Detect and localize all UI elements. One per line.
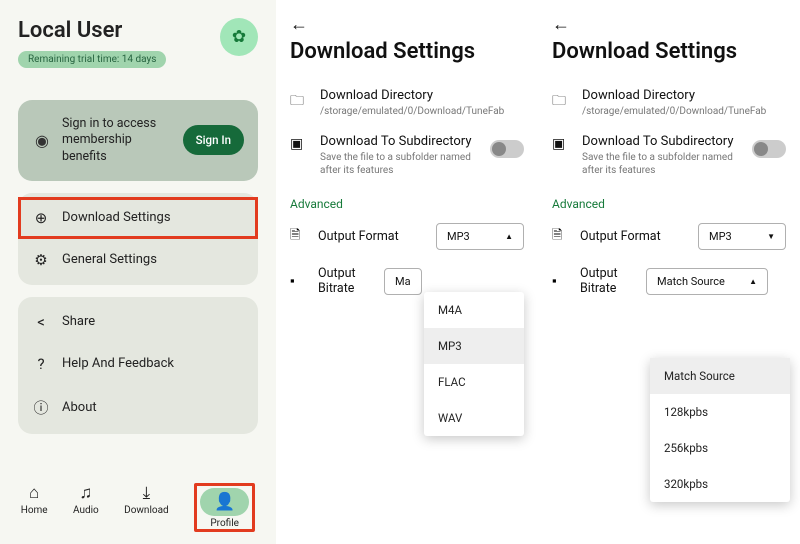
- format-label: Output Format: [580, 229, 688, 244]
- bitrate-value: Ma: [395, 275, 411, 288]
- subdirectory-row: ▣ Download To Subdirectory Save the file…: [276, 126, 538, 185]
- bitrate-dropdown[interactable]: Match Source ▲: [646, 268, 768, 295]
- download-settings-icon: ⊕: [32, 209, 50, 227]
- bitrate-row: ▪ Output Bitrate Match Source ▲: [538, 258, 800, 304]
- about-label: About: [62, 400, 97, 415]
- home-icon: ⌂: [29, 483, 39, 503]
- gear-icon: ⚙: [32, 251, 50, 269]
- audio-icon: ♫: [80, 483, 93, 503]
- directory-path: /storage/emulated/0/Download/TuneFab: [320, 105, 524, 118]
- format-row: 🗎 Output Format MP3 ▲: [276, 215, 538, 258]
- back-button[interactable]: ←: [538, 0, 800, 35]
- subdirectory-desc: Save the file to a subfolder named after…: [320, 151, 478, 177]
- format-row: 🗎 Output Format MP3 ▼: [538, 215, 800, 258]
- download-icon: ⤓: [143, 483, 151, 503]
- file-icon: 🗎: [552, 226, 570, 248]
- settings-card: ⊕ Download Settings ⚙ General Settings: [18, 193, 258, 285]
- subdirectory-toggle[interactable]: [752, 140, 786, 158]
- bitrate-option-128[interactable]: 128kpbs: [650, 394, 790, 430]
- subdirectory-label: Download To Subdirectory: [582, 134, 740, 149]
- format-option-mp3[interactable]: MP3: [424, 328, 524, 364]
- file-icon: 🗎: [290, 226, 308, 248]
- signin-card: ◉ Sign in to access membership benefits …: [18, 100, 258, 181]
- bitrate-option-320[interactable]: 320kpbs: [650, 466, 790, 502]
- about-row[interactable]: ⓘ About: [18, 385, 258, 430]
- bottom-nav: ⌂Home ♫Audio ⤓Download 👤Profile: [0, 477, 276, 538]
- format-value: MP3: [709, 230, 732, 243]
- username: Local User: [18, 18, 166, 43]
- signin-text: Sign in to access membership benefits: [62, 116, 173, 165]
- page-title: Download Settings: [276, 35, 538, 80]
- premium-icon[interactable]: ✿: [220, 18, 258, 56]
- chevron-up-icon: ▲: [749, 277, 757, 286]
- chevron-up-icon: ▲: [505, 232, 513, 241]
- format-option-flac[interactable]: FLAC: [424, 364, 524, 400]
- directory-row[interactable]: 🗀 Download Directory /storage/emulated/0…: [538, 80, 800, 126]
- chevron-down-icon: ▼: [767, 232, 775, 241]
- share-label: Share: [62, 314, 95, 329]
- bitrate-value: Match Source: [657, 275, 725, 288]
- advanced-heading: Advanced: [276, 185, 538, 215]
- format-value: MP3: [447, 230, 470, 243]
- bitrate-label: Output Bitrate: [318, 266, 374, 296]
- back-button[interactable]: ←: [276, 0, 538, 35]
- download-settings-label: Download Settings: [62, 210, 171, 225]
- page-title: Download Settings: [538, 35, 800, 80]
- nav-download[interactable]: ⤓Download: [124, 483, 169, 532]
- share-row[interactable]: < Share: [18, 301, 258, 343]
- general-settings-row[interactable]: ⚙ General Settings: [18, 239, 258, 281]
- hq-icon: ▪: [290, 273, 308, 289]
- bitrate-label: Output Bitrate: [580, 266, 636, 296]
- general-settings-label: General Settings: [62, 252, 157, 267]
- nav-profile[interactable]: 👤Profile: [200, 488, 249, 529]
- nav-audio[interactable]: ♫Audio: [73, 483, 99, 532]
- bitrate-options-popup: Match Source 128kpbs 256kpbs 320kpbs: [650, 358, 790, 502]
- badge-icon: ◉: [32, 131, 52, 150]
- hq-icon: ▪: [552, 273, 570, 289]
- subdirectory-desc: Save the file to a subfolder named after…: [582, 151, 740, 177]
- subdirectory-row: ▣ Download To Subdirectory Save the file…: [538, 126, 800, 185]
- format-option-m4a[interactable]: M4A: [424, 292, 524, 328]
- help-label: Help And Feedback: [62, 356, 174, 371]
- directory-label: Download Directory: [582, 88, 786, 103]
- download-settings-row[interactable]: ⊕ Download Settings: [18, 197, 258, 239]
- format-label: Output Format: [318, 229, 426, 244]
- subdirectory-toggle[interactable]: [490, 140, 524, 158]
- directory-row[interactable]: 🗀 Download Directory /storage/emulated/0…: [276, 80, 538, 126]
- format-dropdown[interactable]: MP3 ▼: [698, 223, 786, 250]
- format-dropdown[interactable]: MP3 ▲: [436, 223, 524, 250]
- subfolder-icon: ▣: [290, 136, 308, 152]
- folder-icon: 🗀: [290, 90, 308, 114]
- subdirectory-label: Download To Subdirectory: [320, 134, 478, 149]
- bitrate-option-256[interactable]: 256kpbs: [650, 430, 790, 466]
- bitrate-option-match[interactable]: Match Source: [650, 358, 790, 394]
- signin-button[interactable]: Sign In: [183, 125, 244, 155]
- directory-path: /storage/emulated/0/Download/TuneFab: [582, 105, 786, 118]
- nav-profile-highlight: 👤Profile: [194, 483, 255, 532]
- folder-icon: 🗀: [552, 90, 570, 114]
- bitrate-dropdown[interactable]: Ma: [384, 268, 422, 295]
- help-row[interactable]: ? Help And Feedback: [18, 343, 258, 385]
- format-option-wav[interactable]: WAV: [424, 400, 524, 436]
- info-icon: ⓘ: [32, 397, 50, 418]
- more-card: < Share ? Help And Feedback ⓘ About: [18, 297, 258, 434]
- trial-badge: Remaining trial time: 14 days: [18, 51, 166, 68]
- directory-label: Download Directory: [320, 88, 524, 103]
- subfolder-icon: ▣: [552, 136, 570, 152]
- advanced-heading: Advanced: [538, 185, 800, 215]
- share-icon: <: [32, 313, 50, 331]
- nav-home[interactable]: ⌂Home: [21, 483, 48, 532]
- format-options-popup: M4A MP3 FLAC WAV: [424, 292, 524, 436]
- profile-icon: 👤: [200, 488, 249, 516]
- help-icon: ?: [32, 355, 50, 373]
